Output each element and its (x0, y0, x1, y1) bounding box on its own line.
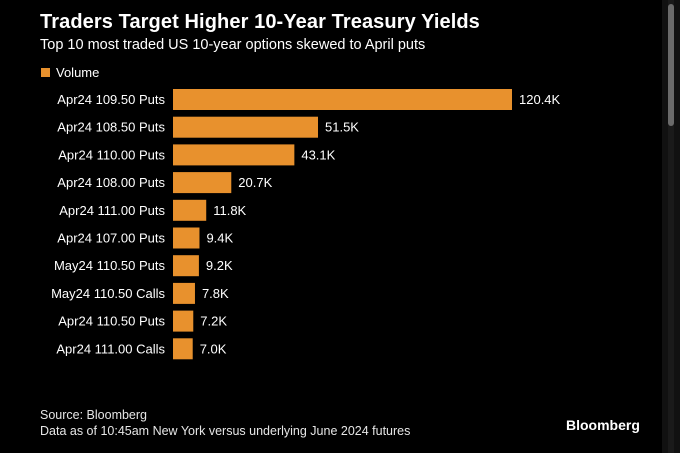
bar (173, 172, 232, 194)
bar (173, 227, 200, 249)
chart-title: Traders Target Higher 10-Year Treasury Y… (40, 11, 480, 33)
category-label: Apr24 111.00 Calls (56, 341, 165, 356)
value-label: 43.1K (301, 147, 335, 162)
value-label: 9.4K (206, 231, 233, 246)
bloomberg-logo: Bloomberg (566, 417, 640, 433)
value-label: 20.7K (238, 175, 272, 190)
source-text: Source: Bloomberg (40, 408, 148, 422)
bar (173, 144, 295, 166)
value-label: 7.2K (200, 314, 227, 329)
bar (173, 116, 319, 138)
legend: Volume (41, 65, 99, 80)
category-label: Apr24 109.50 Puts (57, 92, 165, 107)
value-label: 120.4K (519, 92, 561, 107)
bar (173, 310, 194, 332)
scrollbar-thumb[interactable] (668, 4, 674, 126)
value-label: 7.8K (202, 286, 229, 301)
legend-swatch (41, 68, 50, 77)
bar-chart: Apr24 109.50 Puts 120.4K Apr24 108.50 Puts… (51, 89, 561, 360)
category-label: Apr24 108.00 Puts (57, 175, 165, 190)
bar (173, 338, 193, 360)
category-label: Apr24 110.00 Puts (58, 147, 165, 162)
legend-label: Volume (56, 65, 100, 80)
bar (173, 282, 195, 304)
value-label: 51.5K (325, 120, 359, 135)
bar (173, 255, 199, 277)
chart-subtitle: Top 10 most traded US 10-year options sk… (40, 37, 426, 53)
category-label: Apr24 107.00 Puts (57, 231, 165, 246)
category-label: May24 110.50 Puts (54, 258, 166, 273)
value-label: 11.8K (213, 203, 246, 218)
source-note: Source: Bloomberg Data as of 10:45am New… (40, 407, 410, 439)
scrollbar-track[interactable] (668, 0, 674, 453)
value-label: 9.2K (206, 258, 233, 273)
category-label: Apr24 108.50 Puts (57, 120, 165, 135)
bar (173, 199, 207, 221)
data-note: Data as of 10:45am New York versus under… (40, 424, 411, 438)
category-label: May24 110.50 Calls (51, 286, 165, 301)
category-label: Apr24 111.00 Puts (59, 203, 165, 218)
bar (173, 89, 512, 110)
value-label: 7.0K (200, 341, 227, 356)
category-label: Apr24 110.50 Puts (58, 314, 165, 329)
